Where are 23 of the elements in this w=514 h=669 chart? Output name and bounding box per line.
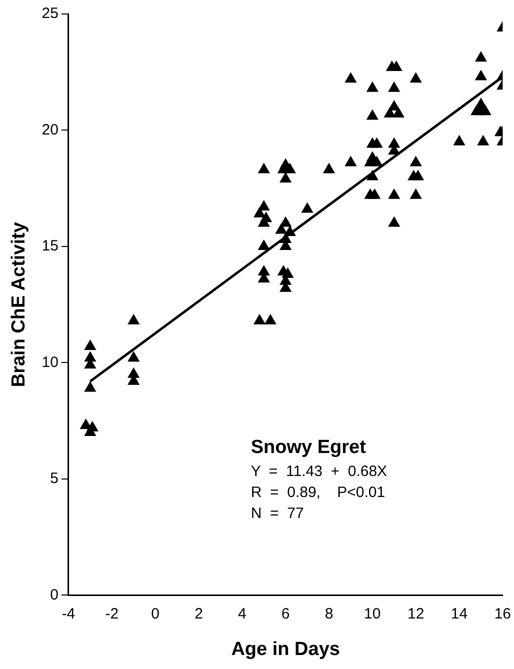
y-tick-label: 0 — [50, 586, 58, 604]
y-tick-label: 20 — [42, 121, 58, 138]
y-tick-label: 5 — [50, 470, 58, 488]
y-tick-label: 25 — [42, 5, 58, 22]
annotation: Y = 11.43 + 0.68X — [250, 463, 388, 480]
y-tick-label: 15 — [42, 238, 58, 255]
annotation: R = 0.89, P<0.01 — [250, 484, 386, 502]
x-tick-label: -4 — [62, 605, 76, 622]
x-tick-label: -2 — [105, 605, 119, 622]
annotation: N = 77 — [250, 505, 304, 522]
annotation: Snowy Egret — [250, 436, 367, 458]
x-axis-title: Age in Days — [231, 638, 340, 660]
x-tick-label: 10 — [364, 605, 381, 622]
x-tick-label: 14 — [450, 605, 468, 622]
x-tick-label: 2 — [194, 605, 203, 622]
x-tick-label: 4 — [238, 605, 246, 622]
x-tick-label: 12 — [407, 605, 424, 622]
y-axis-title: Brain ChE Activity — [8, 222, 30, 388]
x-tick-label: 8 — [324, 605, 334, 622]
x-tick-label: 6 — [281, 605, 290, 622]
x-tick-label: 0 — [151, 605, 160, 622]
y-tick-label: 10 — [42, 354, 58, 371]
x-tick-label: 16 — [494, 605, 511, 622]
